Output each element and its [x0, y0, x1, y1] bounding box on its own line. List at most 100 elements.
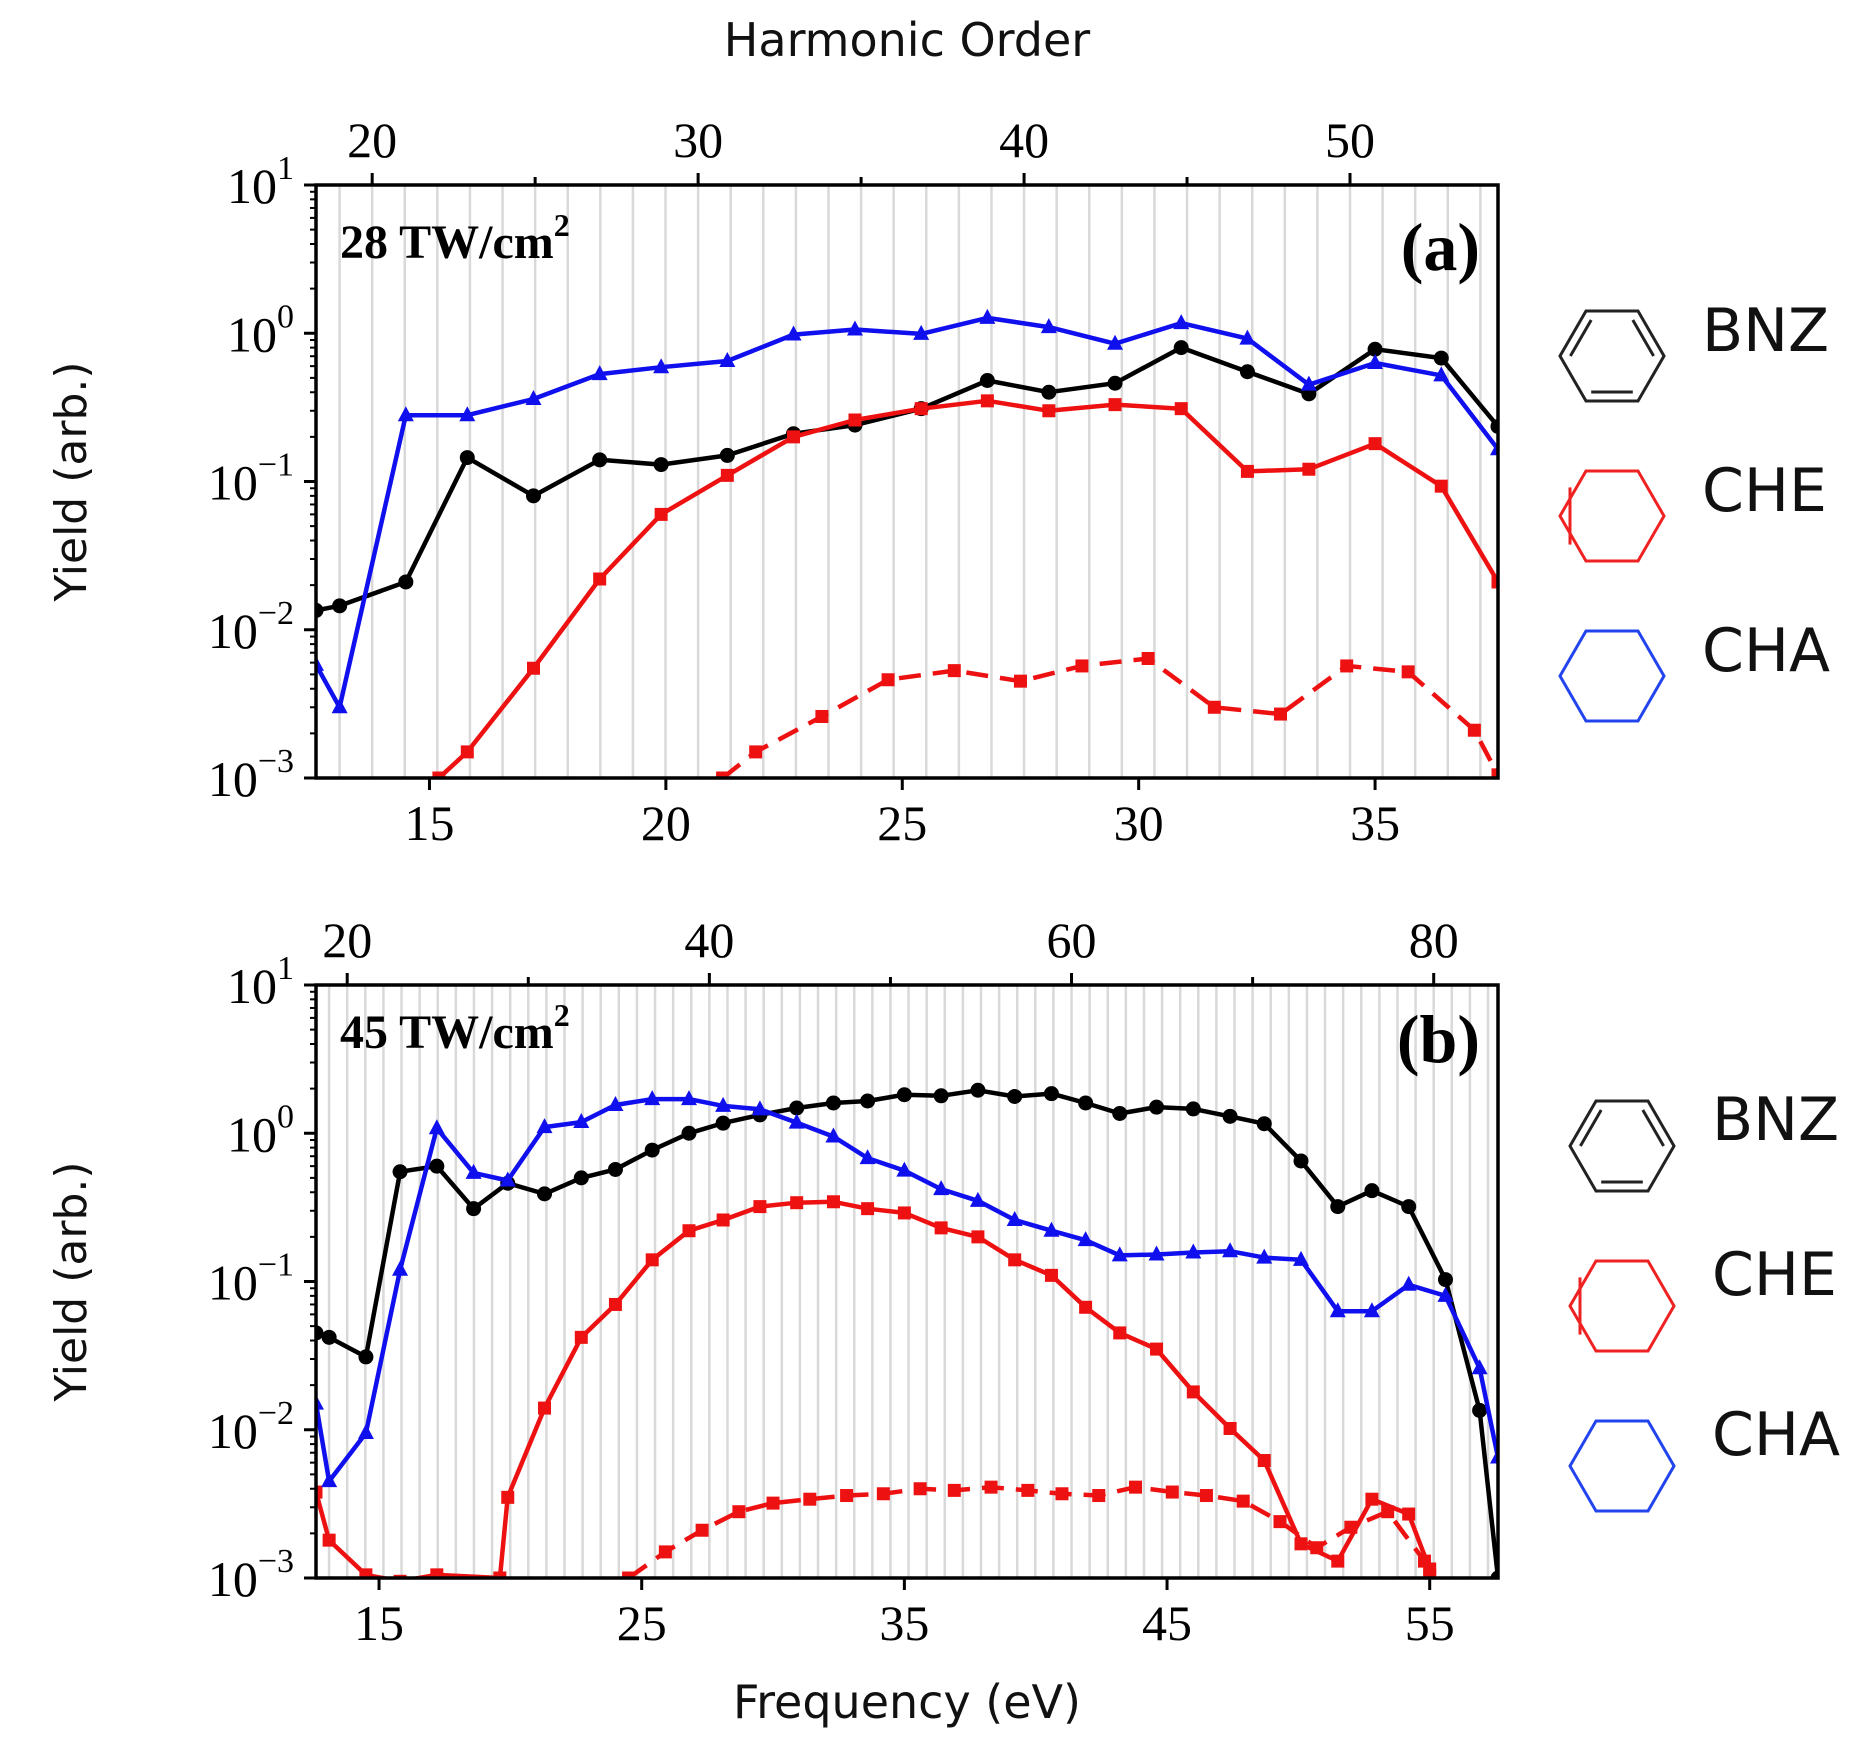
data-point [1055, 1487, 1069, 1501]
data-point [591, 365, 608, 381]
data-point [846, 320, 863, 336]
data-point [1329, 1302, 1346, 1318]
data-point [358, 1349, 374, 1365]
data-point [1274, 707, 1288, 721]
data-point [1150, 1342, 1164, 1356]
data-point [1222, 1108, 1238, 1124]
data-point [1107, 375, 1123, 391]
data-point [1381, 1505, 1395, 1519]
data-point [607, 1096, 624, 1112]
data-point [1021, 1483, 1035, 1497]
data-point [1129, 1480, 1143, 1494]
grid-lines [327, 985, 1490, 1578]
data-point [896, 1087, 912, 1103]
benzene-ring-icon [1558, 309, 1666, 403]
data-point [1013, 674, 1027, 688]
data-point [316, 1485, 323, 1499]
data-point [1434, 479, 1448, 493]
x-tick-label: 30 [1114, 795, 1164, 851]
data-point [1107, 334, 1124, 350]
intensity-label: 45 TW/cm2 [340, 997, 570, 1059]
data-point [653, 457, 669, 473]
data-point [785, 325, 802, 341]
data-point [538, 1401, 552, 1415]
data-point [1302, 462, 1316, 476]
data-point [815, 709, 829, 723]
x-tick-label: 35 [879, 1595, 929, 1651]
data-point [861, 1202, 875, 1216]
top-tick-label: 60 [1047, 912, 1097, 968]
data-point [1044, 1268, 1058, 1282]
double-bond [1579, 1109, 1603, 1147]
series-line [316, 345, 1498, 613]
data-point [1417, 1554, 1431, 1568]
data-point [1165, 1485, 1179, 1499]
data-point [536, 1118, 553, 1134]
data-point [933, 1088, 949, 1104]
series-bnz [316, 340, 1498, 618]
data-point [1079, 1300, 1093, 1314]
data-point [969, 1191, 986, 1207]
ring-outline [1568, 1259, 1676, 1353]
series-che [432, 394, 1498, 778]
series-che-dashed [716, 651, 1498, 778]
data-point [1330, 1199, 1346, 1215]
data-point [1364, 1183, 1380, 1199]
series-line [316, 315, 1498, 710]
data-point [1006, 1210, 1023, 1226]
data-point [720, 468, 734, 482]
y-axis-title: Yield (arb.) [46, 1161, 97, 1402]
cyclohexane-ring-icon [1558, 629, 1666, 723]
data-point [1433, 366, 1450, 382]
data-point [359, 1568, 373, 1578]
series-bnz [316, 1082, 1498, 1578]
data-point [392, 1260, 409, 1276]
cyclohexene-ring-icon [1558, 469, 1666, 563]
double-bond [1569, 319, 1593, 357]
cyclohexane-ring-icon [1568, 1419, 1676, 1513]
data-point [1043, 1086, 1059, 1102]
data-point [1293, 1250, 1309, 1266]
data-point [1331, 1554, 1345, 1568]
series-cha [316, 308, 1498, 714]
data-point [1300, 375, 1317, 391]
data-point [459, 450, 475, 466]
data-point [1239, 329, 1256, 345]
data-point [896, 1161, 913, 1177]
data-point [1185, 1243, 1202, 1259]
data-point [719, 447, 735, 463]
data-point [1148, 1245, 1165, 1261]
data-point [803, 1492, 817, 1506]
data-point [933, 1180, 950, 1196]
data-point [1437, 1272, 1453, 1288]
data-point [1293, 1153, 1309, 1169]
data-point [653, 358, 670, 374]
ring-outline [1568, 1419, 1676, 1513]
x-tick-label: 35 [1350, 795, 1400, 851]
data-point [980, 394, 994, 408]
data-point [753, 1200, 767, 1214]
y-tick-label: 10−1 [208, 1247, 294, 1311]
data-point [1113, 1326, 1127, 1340]
data-point [680, 1090, 697, 1106]
series-cha [316, 1090, 1498, 1488]
data-point [645, 1253, 659, 1267]
data-point [1400, 1275, 1417, 1291]
y-tick-label: 10−2 [208, 1395, 294, 1459]
y-tick-label: 100 [227, 298, 294, 362]
data-point [1141, 651, 1155, 665]
data-point [1041, 384, 1057, 400]
data-point [1092, 1489, 1106, 1503]
data-point [607, 1161, 623, 1177]
data-point [825, 1095, 841, 1111]
data-point [654, 507, 668, 521]
ring-outline [1558, 309, 1666, 403]
panel-a: 101 100 10−1 10−2 10−3 15 20 25 30 35 20 30 40 50 Yiel… [46, 13, 1666, 851]
data-point [428, 1119, 445, 1135]
data-point [1340, 659, 1354, 673]
data-point [430, 1568, 444, 1578]
data-point [1078, 1095, 1094, 1111]
data-point [1108, 398, 1122, 412]
top-tick-label: 20 [322, 912, 372, 968]
data-point [1185, 1101, 1201, 1117]
